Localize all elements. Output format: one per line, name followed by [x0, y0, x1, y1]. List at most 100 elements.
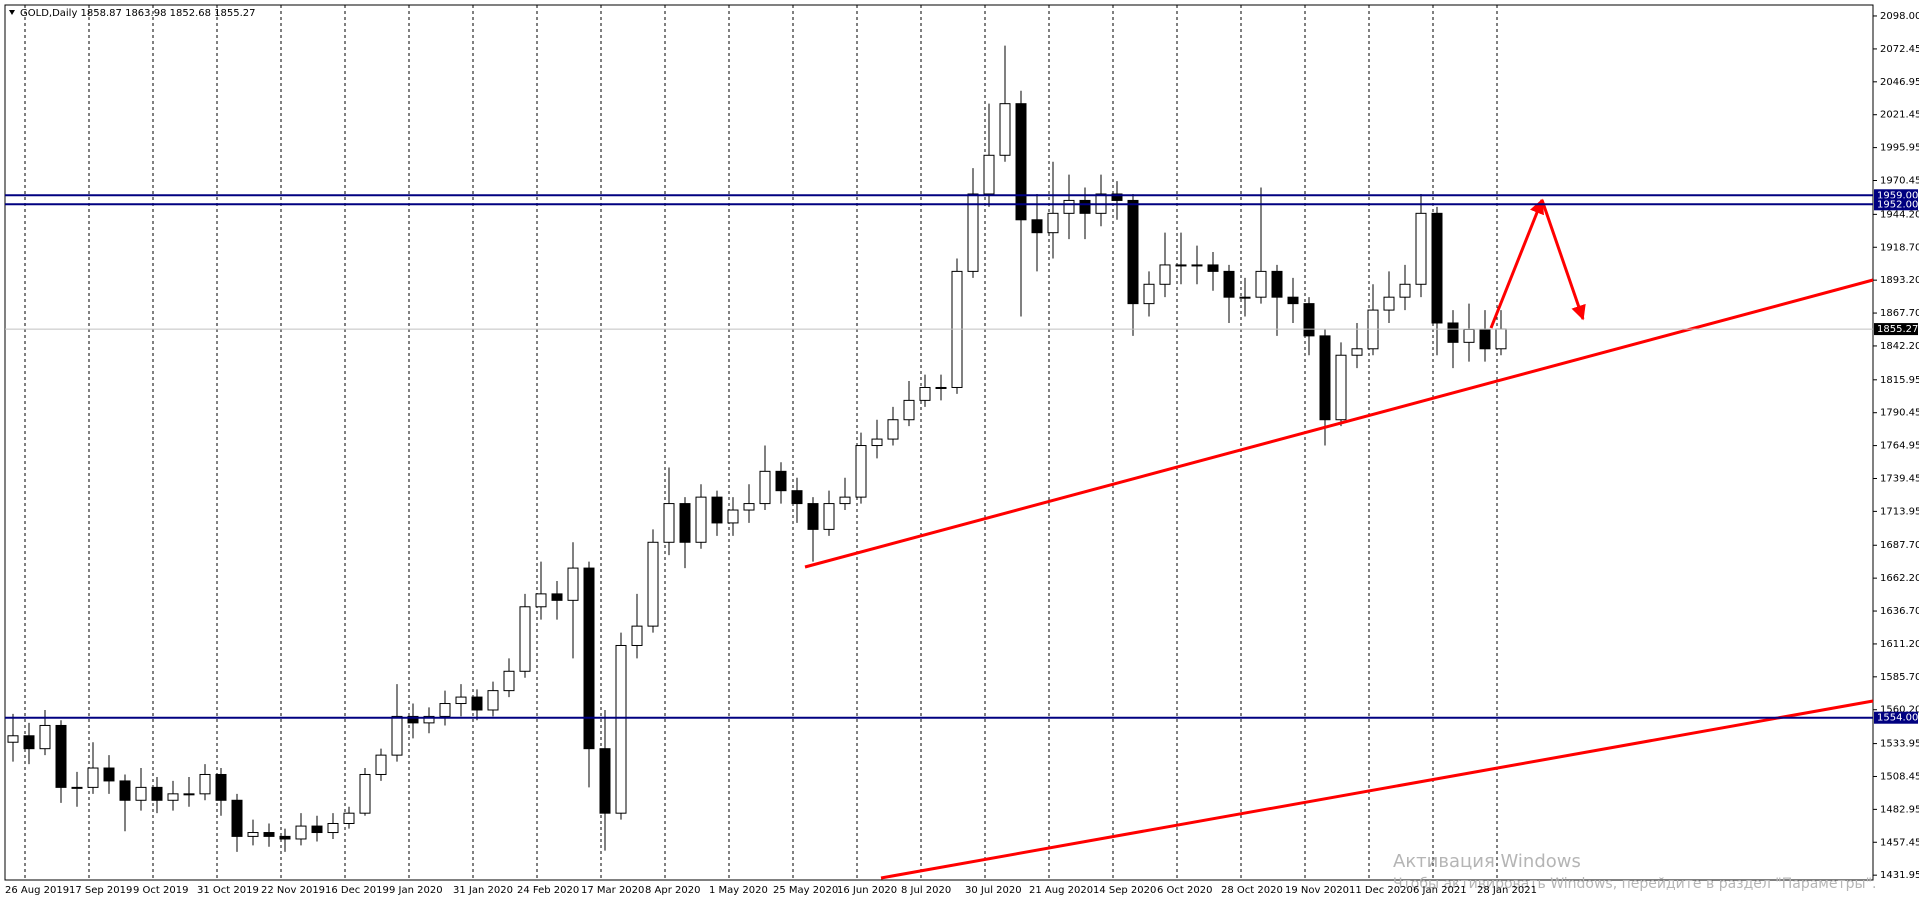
- candle-body: [1479, 328, 1491, 350]
- candle-body: [247, 832, 259, 837]
- x-tick-label: 16 Dec 2019: [325, 885, 389, 896]
- candle-body: [343, 812, 355, 824]
- candle-body: [791, 490, 803, 505]
- candle-body: [839, 496, 851, 505]
- candle-body: [1239, 296, 1251, 299]
- candle-body: [775, 470, 787, 492]
- y-tick-label: 1893.20: [1880, 275, 1919, 286]
- candle-body: [1287, 296, 1299, 305]
- y-tick-label: 2021.45: [1880, 110, 1919, 121]
- trend-line: [804, 278, 1874, 569]
- x-tick-label: 11 Dec 2020: [1349, 885, 1413, 896]
- y-tick-label: 1533.95: [1880, 739, 1919, 750]
- y-tick-label: 1636.70: [1880, 606, 1919, 617]
- candle-body: [103, 767, 115, 782]
- candle-body: [1223, 270, 1235, 298]
- x-tick-label: 1 May 2020: [709, 885, 768, 896]
- candle-body: [535, 593, 547, 608]
- candle-body: [1415, 212, 1427, 285]
- candle-body: [23, 735, 35, 750]
- y-tick-label: 2072.45: [1880, 44, 1919, 55]
- candle-body: [967, 193, 979, 272]
- candle-body: [1127, 199, 1139, 305]
- x-tick-label: 6 Oct 2020: [1157, 885, 1212, 896]
- y-tick-label: 2098.00: [1880, 11, 1919, 22]
- candle-body: [871, 438, 883, 447]
- candle-body: [199, 773, 211, 795]
- y-tick-label: 1918.70: [1880, 242, 1919, 253]
- candle-body: [919, 386, 931, 401]
- candle-body: [263, 832, 275, 837]
- watermark: Чтобы активировать Windows, перейдите в …: [1393, 876, 1876, 892]
- candle-body: [1079, 199, 1091, 214]
- candle-body: [183, 793, 195, 796]
- x-tick-label: 9 Jan 2020: [389, 885, 443, 896]
- candle-body: [1447, 322, 1459, 343]
- candle-body: [1031, 219, 1043, 234]
- level-box: [1874, 189, 1918, 202]
- candle-body: [1463, 328, 1475, 343]
- level-label: 1959.00: [1877, 190, 1918, 201]
- candle-body: [503, 670, 515, 692]
- y-tick-label: 1508.45: [1880, 771, 1919, 782]
- candle-body: [87, 767, 99, 788]
- candle-body: [1111, 193, 1123, 201]
- candle-body: [135, 786, 147, 801]
- candle-body: [983, 154, 995, 195]
- level-box: [1874, 198, 1918, 211]
- candle-body: [1191, 264, 1203, 267]
- y-tick-label: 1944.20: [1880, 209, 1919, 220]
- x-tick-label: 16 Jun 2020: [837, 885, 897, 896]
- candle-body: [727, 509, 739, 524]
- candle-body: [407, 715, 419, 724]
- current-price-label: 1855.27: [1877, 324, 1918, 335]
- trend-line: [880, 699, 1874, 880]
- candle-body: [743, 503, 755, 511]
- candle-body: [647, 541, 659, 627]
- candle-body: [1271, 270, 1283, 298]
- y-tick-label: 1764.95: [1880, 441, 1919, 452]
- x-tick-label: 25 May 2020: [773, 885, 838, 896]
- x-tick-label: 19 Nov 2020: [1285, 885, 1349, 896]
- candle-body: [903, 399, 915, 421]
- x-tick-label: 24 Feb 2020: [517, 885, 579, 896]
- candle-body: [999, 103, 1011, 156]
- x-tick-label: 14 Sep 2020: [1093, 885, 1156, 896]
- y-tick-label: 1482.95: [1880, 804, 1919, 815]
- x-tick-label: 28 Jan 2021: [1477, 885, 1537, 896]
- candle-body: [679, 503, 691, 543]
- y-tick-label: 2046.95: [1880, 77, 1919, 88]
- menu-triangle: [9, 10, 15, 15]
- candle-body: [519, 606, 531, 672]
- y-tick-label: 1560.20: [1880, 705, 1919, 716]
- level-label: 1554.00: [1877, 713, 1918, 724]
- candle-body: [663, 503, 675, 543]
- candle-body: [471, 696, 483, 711]
- x-tick-label: 21 Aug 2020: [1029, 885, 1093, 896]
- candle-body: [567, 567, 579, 601]
- candle-body: [423, 715, 435, 724]
- watermark: Активация Windows: [1393, 851, 1581, 872]
- x-tick-label: 17 Sep 2019: [69, 885, 132, 896]
- candle-body: [1495, 328, 1507, 350]
- x-tick-label: 8 Jul 2020: [901, 885, 951, 896]
- candle-body: [1063, 199, 1075, 214]
- candle-body: [375, 754, 387, 775]
- candle-body: [439, 703, 451, 717]
- y-tick-label: 1611.20: [1880, 639, 1919, 650]
- level-label: 1952.00: [1877, 199, 1918, 210]
- candle-body: [311, 825, 323, 834]
- candle-body: [695, 496, 707, 543]
- x-tick-label: 9 Oct 2019: [133, 885, 188, 896]
- plot-frame: [4, 4, 1874, 881]
- forecast-arrow: [1489, 198, 1544, 329]
- candle-body: [1431, 212, 1443, 324]
- candle-body: [391, 715, 403, 756]
- level-box: [1874, 711, 1918, 724]
- candle-body: [615, 644, 627, 814]
- candle-body: [583, 567, 595, 750]
- x-tick-label: 22 Nov 2019: [261, 885, 325, 896]
- forecast-arrow: [1540, 199, 1586, 321]
- candle-body: [1015, 103, 1027, 221]
